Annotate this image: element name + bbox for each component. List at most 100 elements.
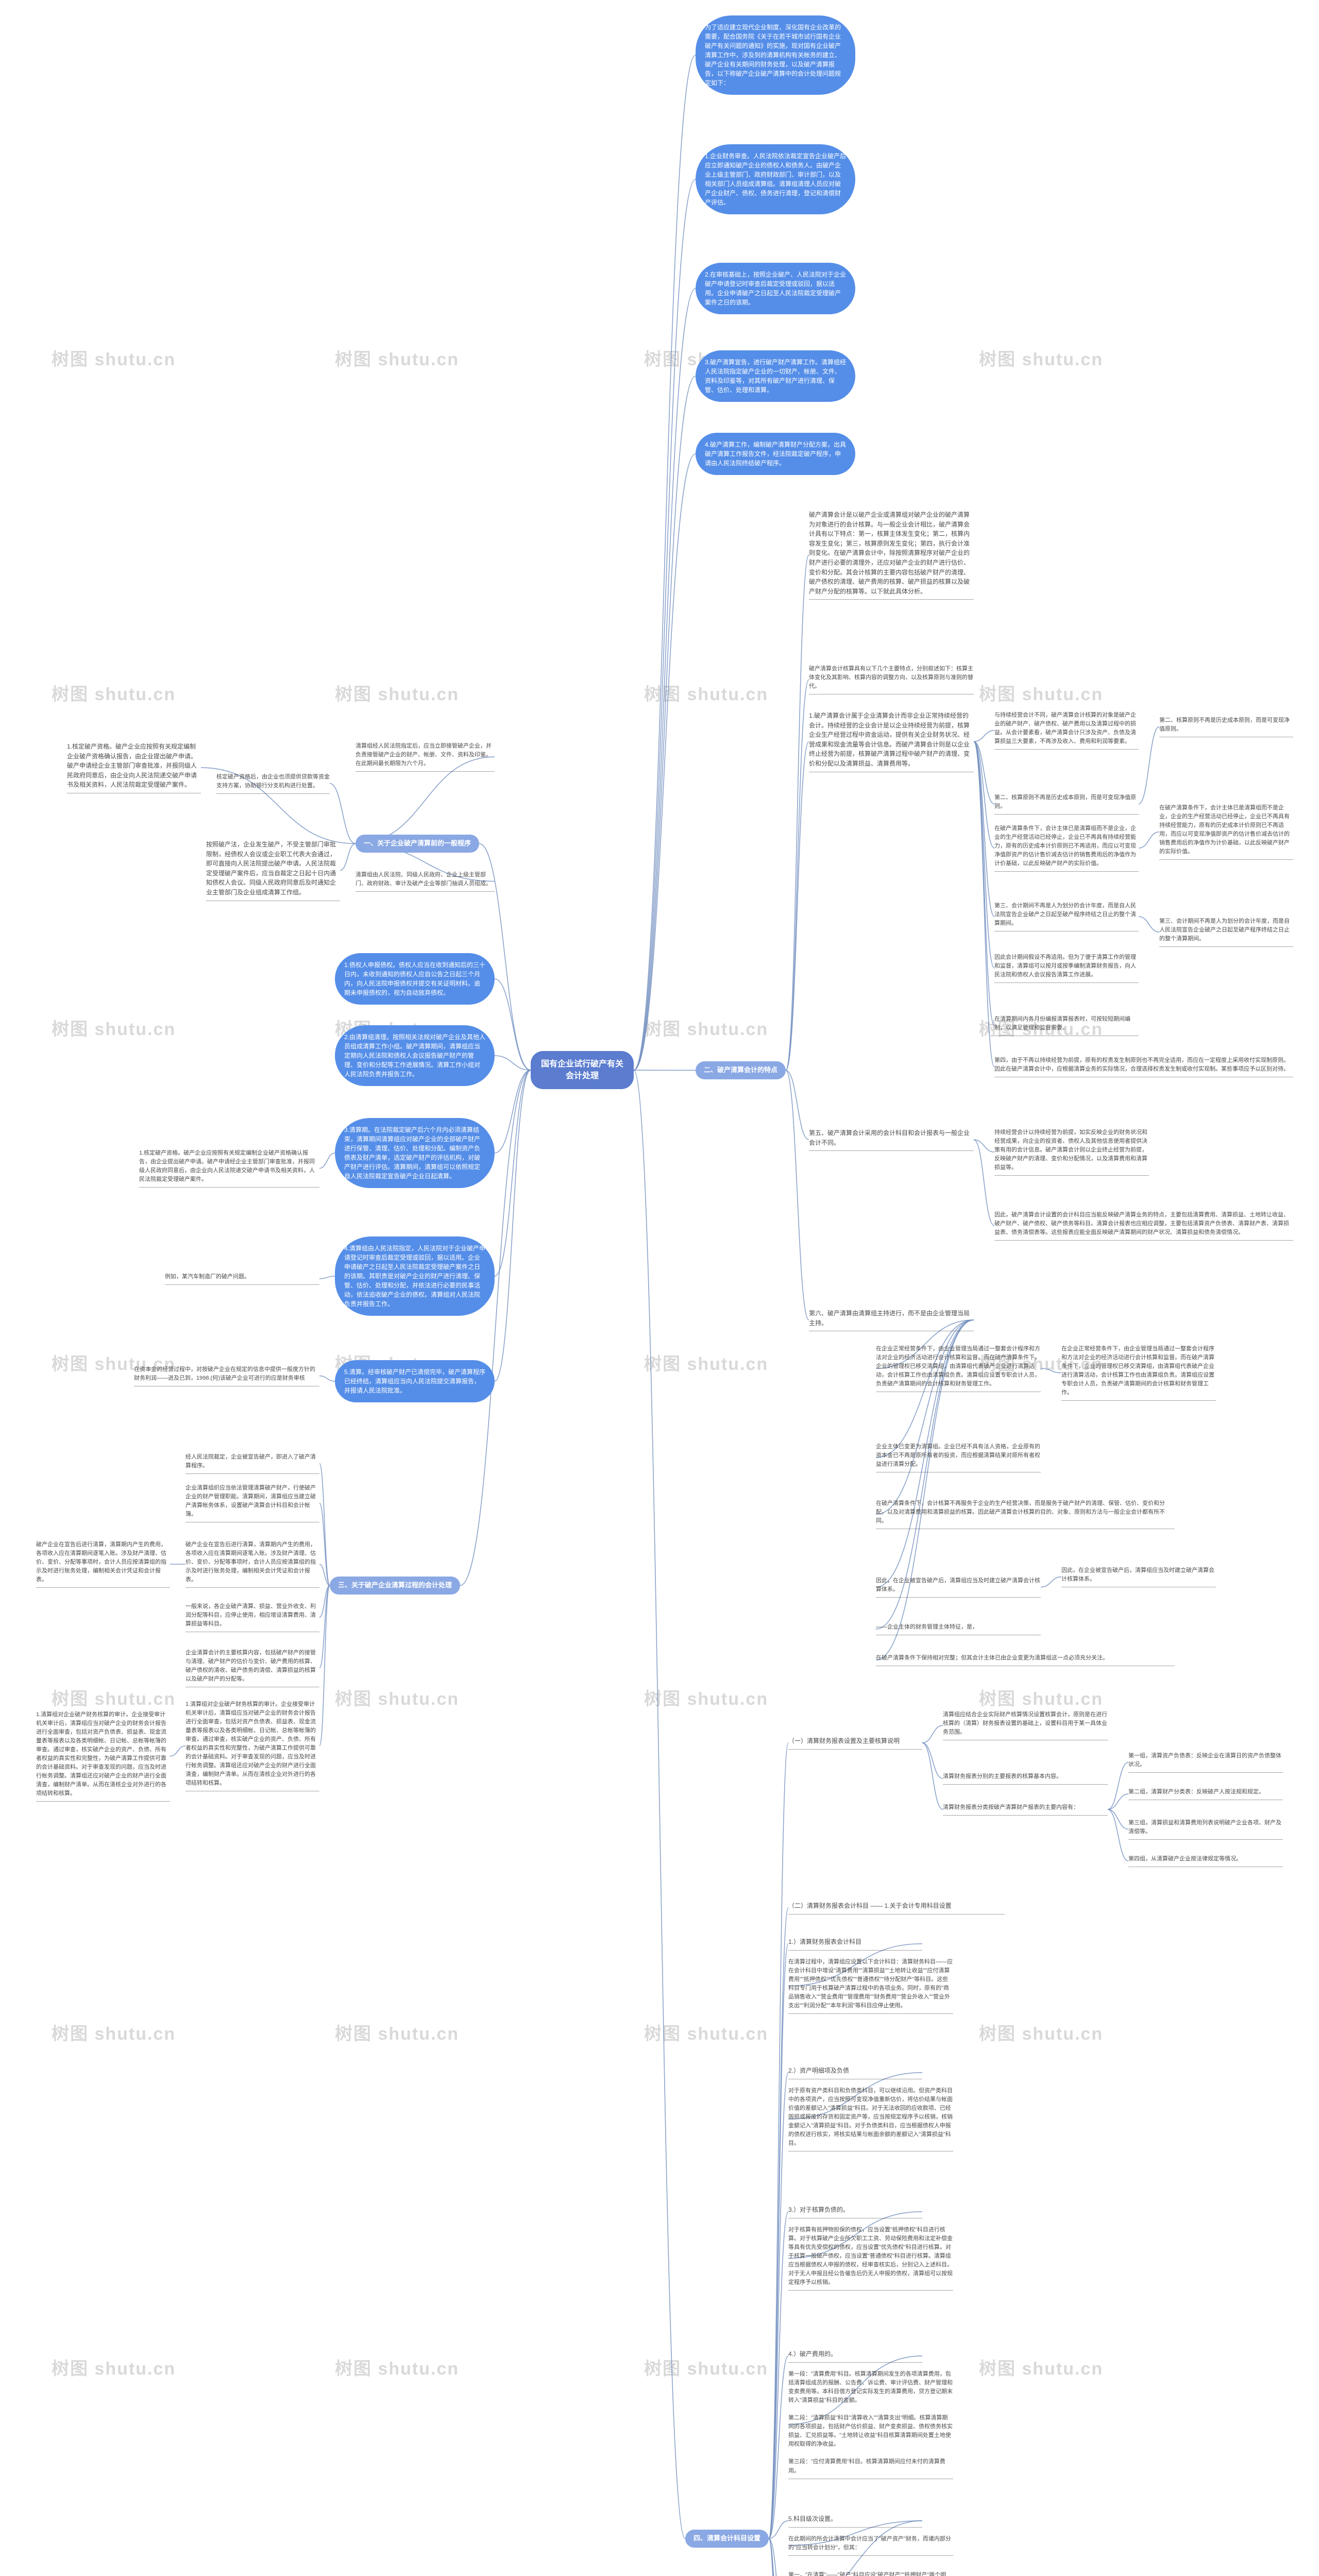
section-4-b1-t: 在清算过程中，清算组应设置以下会计科目：清算财务科目——应在会计科目中增设"清算…	[788, 1958, 953, 2014]
section-2-heading-3: 第六、破产清算由清算组主持进行，而不是由企业管理当局主持。	[809, 1309, 974, 1331]
section-1a-leaf-4: 例如，某汽车制造厂的破产问题。	[165, 1273, 319, 1285]
section-1-pill: 一、关于企业破产清算前的一般程序	[356, 835, 479, 853]
watermark: 树图 shutu.cn	[979, 680, 1103, 705]
section-1-item-c: 按照破产法，企业发生破产，不受主管部门审批限制，经债权人会议或企业职工代表大会通…	[206, 840, 340, 901]
watermark: 树图 shutu.cn	[335, 1685, 459, 1710]
section-4-a-sub: 清算财务报表分别的主要报表的核算基本内容。	[943, 1772, 1108, 1785]
section-2-leaf-1b: 第二、核算原则不再是历史成本原则，而是可变现净值原则。	[994, 793, 1139, 815]
watermark: 树图 shutu.cn	[644, 2020, 768, 2045]
section-1-item-b: 核定破产资格后，由企业也须提供贷款等资金支持方案，协助银行分支机构进行处置。	[216, 773, 330, 794]
intro-bubble-0: 为了适应建立现代企业制度、深化国有企业改革的需要，配合国务院《关于在若干城市试行…	[696, 15, 855, 95]
section-3-item-6: 1.清算组对企业破产财务核算的审计。企业接受审计机关审计后，清算组应当对破产企业…	[185, 1700, 319, 1791]
watermark: 树图 shutu.cn	[52, 2354, 176, 2380]
section-4-b3-h: 3.）对于核算负债的。	[788, 2205, 922, 2218]
root-node: 国有企业试行破产有关会计处理	[531, 1051, 634, 1089]
section-4-a-lead: 清算组应结合企业实际财产核算情况设置核算会计，原则是在进行核算的（清算）财务报表…	[943, 1710, 1108, 1740]
watermark: 树图 shutu.cn	[335, 2354, 459, 2380]
section-1a-bubble-4: 4.清算组由人民法院指定，人民法院对于企业破产申请登记时审查后裁定受理或驳回，据…	[335, 1236, 495, 1316]
section-2-leaf-3f: 在破产清算条件下保持相对完整；但其会计主体已由企业变更为清算组这一点必须充分关注…	[876, 1654, 1175, 1666]
section-1a-bubble-3: 3.清算期。在法院裁定破产后六个月内必须清算结束，清算期间清算组应对破产企业的全…	[335, 1118, 495, 1188]
section-2-heading-1: 1.破产清算会计属于企业清算会计而非企业正常持续经营的会计。持续经营的企业会计是…	[809, 711, 974, 772]
section-2-leaf-1g: 第四，由于不再以持续经营为前提，原有的权责发生制原则也不再完全适用，而应在一定程…	[994, 1056, 1293, 1077]
section-1a-leaf-5: 在资本金的经营过程中，对按破产企业在规定的信息中提供一般度方针的财务利润——进及…	[134, 1365, 319, 1386]
section-4-a-item-2: 第二组，清算财产分类表：反映破产人按法规和规定。	[1128, 1788, 1283, 1800]
watermark: 树图 shutu.cn	[644, 1350, 768, 1375]
watermark: 树图 shutu.cn	[644, 2354, 768, 2380]
section-1a-bubble-1: 1.债权人申报债权。债权人应当在收到通知后的三十日内，未收到通知的债权人应自公告…	[335, 953, 495, 1005]
watermark: 树图 shutu.cn	[644, 1685, 768, 1710]
section-2-pill: 二、破产清算会计的特点	[696, 1061, 786, 1079]
section-1-item-e: 清算组由人民法院、同级人民政府、企业上级主管部门、政府财政、审计及破产企业等部门…	[356, 871, 495, 892]
section-2-leaf-1c: 在破产清算条件下，会计主体已是清算组而不是企业，企业的生产经营活动已经停止，企业…	[994, 824, 1139, 872]
watermark: 树图 shutu.cn	[644, 1015, 768, 1040]
watermark: 树图 shutu.cn	[52, 345, 176, 370]
watermark: 树图 shutu.cn	[644, 680, 768, 705]
watermark: 树图 shutu.cn	[335, 2020, 459, 2045]
section-2-leaf-2a: 持续经营会计以持续经营为前提，如实反映企业的财务状况和经营成果，向企业的投资者、…	[994, 1128, 1149, 1176]
connector-layer	[0, 0, 1319, 2576]
section-3-item-1: 经人民法院裁定，企业被宣告破产，即进入了破产清算程序。	[185, 1453, 319, 1474]
section-1a-bubble-2: 2.由清算组清理。按照相关法规对破产企业及其他人员组成清算工作小组。破产清算期间…	[335, 1025, 495, 1086]
section-2-leaf-1e: 因此会计期间假设不再适用。但为了便于清算工作的管理和监督，清算组可以按月或按季编…	[994, 953, 1139, 983]
section-4-b5-h: 5.科目级次设置。	[788, 2514, 922, 2528]
section-4-b4-t: 第一段："清算费用"科目。核算清算期间发生的各项清算费用，包括清算组成员的报酬、…	[788, 2370, 953, 2479]
section-2-leaf-1cx: 在破产清算条件下，会计主体已是清算组而不是企业，企业的生产经营活动已经停止，企业…	[1159, 804, 1293, 860]
cloned-text: 1.核定破产资格。破产企业应按照有关规定编制企业破产资格确认报告，由企业提出破产…	[139, 1150, 315, 1182]
section-4-b5-t: 在此期间的所会计清算中会计应当了"破产资产"财务，而诸内部分的"应当转会计划分"…	[788, 2535, 953, 2556]
section-4-b4-h: 4.）破产费用的。	[788, 2349, 922, 2363]
watermark: 树图 shutu.cn	[979, 345, 1103, 370]
section-2-heading-2: 第五、破产清算会计采用的会计科目和会计报表与一般企业会计不同。	[809, 1128, 974, 1151]
section-2-leaf-1bx: 第二、核算原则不再是历史成本原则，而是可变现净值原则。	[1159, 716, 1293, 737]
section-2-leaf-3d: 因此，在企业被宣告破产后，清算组应当及时建立破产清算会计核算体系。	[876, 1577, 1041, 1598]
section-3-item-4: 一般来说，各企业破产清算、损益、营业外收支、利润分配等科目，应停止使用，相应增设…	[185, 1602, 319, 1632]
section-3-leaf-6l: 1.清算组对企业破产财务核算的审计。企业接受审计机关审计后，清算组应当对破产企业…	[36, 1710, 170, 1802]
section-3-item-5: 企业清算会计的主要核算内容，包括破产财产的接管与清理、破产财产的估价与变价、破产…	[185, 1649, 319, 1687]
section-3-item-3: 破产企业在宣告后进行清算，清算期内产生的费用，各项收入应在清算期间逐笔入账。涉及…	[185, 1540, 319, 1588]
section-2-leaf-2b: 因此，破产清算会计设置的会计科目应当能反映破产清算业务的特点，主要包括清算费用、…	[994, 1211, 1293, 1241]
section-2-leaf-1d: 第三、会计期间不再是人为划分的会计年度，而是自人民法院宣告企业破产之日起至破产程…	[994, 902, 1139, 931]
section-2-leaf-3dx: 因此，在企业被宣告破产后，清算组应当及时建立破产清算会计核算体系。	[1061, 1566, 1216, 1587]
section-4-pill: 四、清算会计科目设置	[685, 2530, 769, 2548]
watermark: 树图 shutu.cn	[979, 2020, 1103, 2045]
section-1a-leaf-3: 1.核定破产资格。破产企业应按照有关规定编制企业破产资格确认报告，由企业提出破产…	[139, 1149, 319, 1188]
section-3-item-2: 企业清算组织应当依法管理清算破产财产，行使破产企业的财产管理职能。清算期间，清算…	[185, 1484, 319, 1522]
section-4-b1-h: 1.）清算财务报表会计科目	[788, 1937, 922, 1951]
section-1-item-d: 清算组经人民法院指定后，应当立即接管破产企业，并负责接管破产企业的财产、帐册、文…	[356, 742, 495, 772]
section-2-intro-b: 破产清算会计核算具有以下几个主要特点，分别叙述如下：核算主体变化及其影响、核算内…	[809, 665, 974, 694]
watermark: 树图 shutu.cn	[979, 2354, 1103, 2380]
watermark: 树图 shutu.cn	[52, 680, 176, 705]
section-1a-bubble-5: 5.清算。经审核破产财产已清偿完毕，破产清算程序已经终结，清算组应当向人民法院提…	[335, 1360, 495, 1402]
section-4-b-head: （二）清算财务报表会计科目 —— 1.关于会计专用科目设置	[788, 1901, 1005, 1914]
section-2-leaf-3a: 在企业正常经营条件下，由企业管理当局通过一整套会计程序和方法对企业的经济活动进行…	[876, 1345, 1041, 1392]
section-4-b2-t: 对于原有资产类科目和负债类科目，可以继续沿用。但资产类科目中的各项资产，应当按照…	[788, 2087, 953, 2151]
watermark: 树图 shutu.cn	[335, 680, 459, 705]
section-4-b2-h: 2.）资产明细项及负债	[788, 2066, 922, 2079]
section-4-b6-t: 第一，"在清算"——"破产"科目应设"破产财产""抵押财产"两个明细。 第二，"…	[788, 2571, 953, 2576]
watermark: 树图 shutu.cn	[335, 345, 459, 370]
section-4-b3-t: 对于核算有抵押物担保的债权，应当设置"抵押债权"科目进行核算。对于核算破产企业所…	[788, 2226, 953, 2291]
watermark: 树图 shutu.cn	[52, 1685, 176, 1710]
section-3-pill: 三、关于破产企业清算过程的会计处理	[330, 1577, 460, 1595]
section-2-leaf-3c: 在破产清算条件下，会计核算不再服务于企业的生产经营决策，而是服务于破产财产的清理…	[876, 1499, 1175, 1529]
section-4-a-sub2: 清算财务报表分类按破产清算财产报表的主要内容有：	[943, 1803, 1108, 1816]
section-2-leaf-3ax: 在企业正常经营条件下，由企业管理当局通过一整套会计程序和方法对企业的经济活动进行…	[1061, 1345, 1216, 1401]
intro-bubble-4: 4.破产清算工作，编制破产清算财产分配方案，出具破产清算工作报告文件，经法院裁定…	[696, 433, 855, 475]
section-4-a-item-4: 第四组，从清算破产企业按法律规定等情况。	[1128, 1855, 1283, 1867]
section-2-leaf-1f: 在清算期间内各月份编报清算报表时，可按较短期间编制，以满足管理和监督需要。	[994, 1015, 1139, 1036]
section-2-leaf-1a: 与持续经营会计不同，破产清算会计核算的对象是破产企业的破产财产、破产债权、破产费…	[994, 711, 1139, 750]
watermark: 树图 shutu.cn	[979, 1685, 1103, 1710]
section-2-intro-a: 破产清算会计是以破产企业或清算组对破产企业的破产清算为对象进行的会计核算。与一般…	[809, 510, 974, 600]
section-2-leaf-1dx: 第三、会计期间不再是人为划分的会计年度，而是自人民法院宣告企业破产之日起至破产程…	[1159, 917, 1293, 947]
section-4-a-item-3: 第三组，清算损益和清算费用列表说明破产企业各项、财产及清偿等。	[1128, 1819, 1283, 1840]
section-1-item-a: 1.核定破产资格。破产企业应按照有关规定编制企业破产资格确认报告，由企业提出破产…	[67, 742, 201, 793]
watermark: 树图 shutu.cn	[52, 1015, 176, 1040]
intro-bubble-2: 2.在审核基础上，按照企业破产、人民法院对于企业破产申请登记时审查后裁定受理或驳…	[696, 263, 855, 314]
section-4-a-item-1: 第一组，清算资产负债表：反映企业在清算日的资产负债整体状况。	[1128, 1752, 1283, 1773]
section-2-leaf-3b: 企业主体已变更为清算组。企业已经不具有法人资格，企业原有的资本金已不再是原所有者…	[876, 1443, 1041, 1472]
intro-bubble-3: 3.破产清算宣告，进行破产财产清算工作。清算组经人民法院指定破产企业的一切财产、…	[696, 350, 855, 402]
section-3-leaf-3l: 破产企业在宣告后进行清算，清算期内产生的费用，各项收入应在清算期间逐笔入账。涉及…	[36, 1540, 170, 1588]
intro-bubble-1: 1.企业财务审查。人民法院依法裁定宣告企业破产后应立即通知破产企业的债权人和债务…	[696, 144, 855, 214]
watermark: 树图 shutu.cn	[52, 2020, 176, 2045]
section-4-a-head: （一）清算财务报表设置及主要核算说明	[788, 1736, 922, 1750]
section-2-leaf-3e: ——企业主体的财务管理主体特征，是，	[876, 1623, 1041, 1635]
